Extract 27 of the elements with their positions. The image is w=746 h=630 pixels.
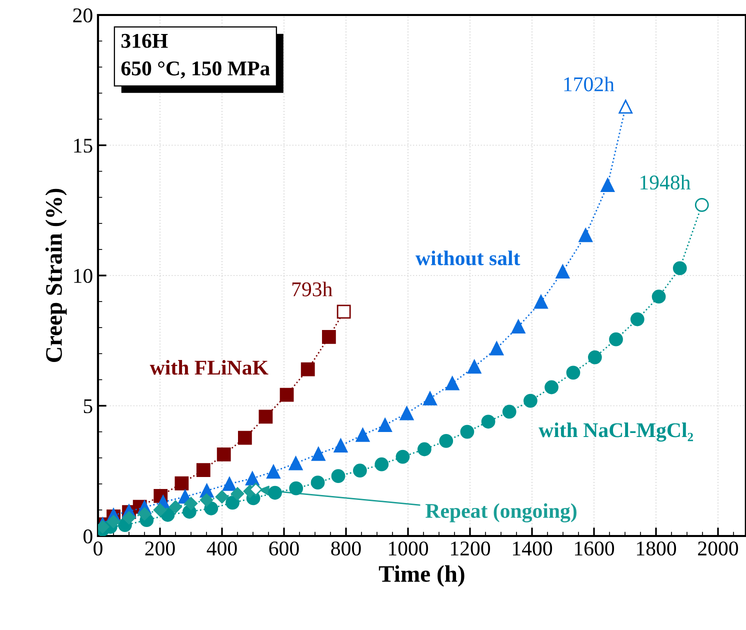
y-tick-label: 0 xyxy=(84,529,92,544)
x-tick-label: 0 xyxy=(94,541,102,556)
y-tick-label: 10 xyxy=(74,268,92,283)
x-tick-label: 1600 xyxy=(575,541,614,556)
y-tick-label: 5 xyxy=(84,399,92,414)
y-tick-label: 15 xyxy=(74,138,92,153)
annotation: 1948h xyxy=(640,174,690,190)
x-tick-label: 1400 xyxy=(513,541,552,556)
x-tick-label: 1800 xyxy=(637,541,676,556)
y-axis-title: Creep Strain (%) xyxy=(45,188,67,362)
x-tick-label: 1200 xyxy=(451,541,490,556)
series-label: with NaCl-MgCl₂ xyxy=(538,422,693,442)
y-tick-label: 20 xyxy=(73,8,92,22)
annotation: 793h xyxy=(292,282,332,296)
x-tick-label: 1000 xyxy=(389,541,428,556)
x-axis-title: Time (h) xyxy=(378,565,464,587)
annotation: 1702h xyxy=(564,76,614,92)
series-label: without salt xyxy=(416,250,520,266)
x-tick-label: 2000 xyxy=(698,541,738,556)
series-label: with FLiNaK xyxy=(150,360,268,375)
annotation: 316H xyxy=(121,34,168,48)
annotation: 650 °C, 150 MPa xyxy=(121,61,270,78)
x-tick-label: 800 xyxy=(331,541,361,556)
text: Repeat (ongoing) xyxy=(426,503,576,522)
x-tick-label: 200 xyxy=(145,541,175,556)
x-tick-label: 600 xyxy=(269,541,299,556)
x-tick-label: 400 xyxy=(206,541,237,556)
